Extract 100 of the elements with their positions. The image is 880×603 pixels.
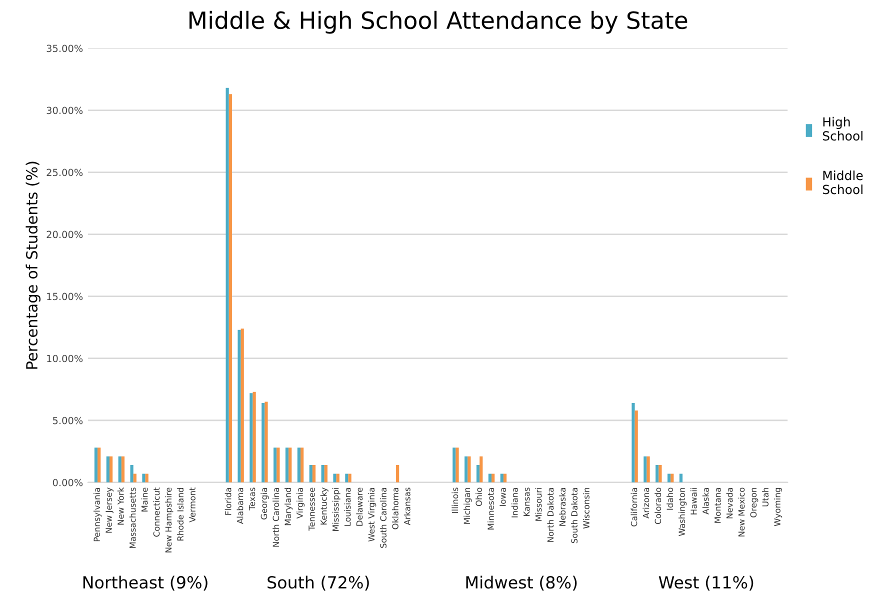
x-tick-label: Oregon [750, 488, 758, 518]
bar [276, 448, 280, 482]
y-tick-label: 35.00% [46, 44, 83, 52]
x-tick-label: Idaho [666, 488, 674, 510]
x-tick-label: Virginia [296, 488, 305, 519]
bar [464, 456, 468, 482]
x-tick-label: Wyoming [774, 488, 782, 526]
text: West (11%) [658, 576, 754, 591]
x-tick-label: Florida [224, 488, 232, 515]
bar [336, 474, 340, 482]
bar [324, 465, 328, 482]
x-tick-label: Washington [678, 488, 687, 536]
bar [658, 465, 662, 482]
bar [145, 474, 148, 482]
bar [503, 474, 507, 482]
y-tick-label: 20.00% [46, 230, 83, 238]
legend-label: Middle School [822, 170, 863, 194]
bar [634, 410, 638, 482]
y-tick-label: 5.00% [53, 416, 83, 424]
x-tick-label: Utah [762, 488, 769, 506]
text: South (72%) [268, 576, 369, 591]
x-tick-label: Illinois [452, 488, 458, 513]
bar [670, 474, 674, 482]
y-axis-title: Percentage of Students (%) [26, 162, 41, 369]
bar [118, 456, 122, 482]
x-tick-label: Arkansas [404, 488, 410, 526]
bar [468, 456, 471, 482]
x-tick-label: Rhode Island [177, 488, 184, 540]
bar [264, 402, 268, 482]
x-tick-label: New York [117, 487, 124, 525]
bar [130, 465, 134, 482]
x-tick-label: South Dakota [571, 488, 578, 544]
bar [109, 456, 113, 482]
x-tick-label: Kentucky [320, 488, 328, 524]
bar [228, 94, 232, 482]
bar [632, 403, 635, 482]
bar [252, 392, 256, 482]
bar [348, 474, 352, 482]
x-tick-label: Missouri [535, 488, 542, 521]
x-tick-label: Mississippi [332, 488, 340, 531]
bar [133, 474, 136, 482]
x-tick-label: New Hampshire [165, 488, 174, 552]
x-tick-label: Maine [141, 488, 148, 512]
bar [500, 474, 504, 482]
bar [274, 448, 277, 482]
x-tick-label: West Virginia [368, 488, 376, 542]
x-tick-label: North Carolina [272, 488, 280, 547]
x-tick-label: Connecticut [153, 487, 160, 537]
bar [142, 474, 146, 482]
x-tick-label: Pennsylvania [94, 488, 102, 542]
bar [262, 403, 265, 482]
text: Midwest (8%) [466, 576, 577, 591]
x-tick-label: Kansas [524, 488, 530, 516]
x-tick-label: Vermont [189, 487, 196, 522]
bar [300, 448, 304, 482]
bar [646, 456, 650, 482]
bar [456, 448, 459, 482]
x-tick-label: Louisiana [344, 488, 351, 526]
bar [297, 448, 301, 482]
x-tick-label: Tennessee [308, 488, 315, 531]
x-tick-label: Ohio [476, 488, 482, 506]
y-tick-label: 30.00% [46, 106, 83, 114]
bar [345, 474, 348, 482]
x-tick-label: Texas [248, 488, 256, 510]
bar [309, 465, 312, 482]
bar [452, 448, 456, 482]
bar [476, 465, 480, 482]
x-tick-label: California [630, 488, 638, 526]
bar [492, 474, 495, 482]
x-tick-label: Colorado [654, 488, 662, 524]
x-tick-label: Delaware [356, 488, 363, 526]
x-tick-label: North Dakota [547, 488, 554, 542]
x-tick-label: New Jersey [106, 488, 114, 533]
legend-label: High School [822, 116, 862, 141]
bar [285, 448, 289, 482]
x-tick-label: Indiana [511, 488, 518, 518]
chart-title: Middle & High School Attendance by State [190, 10, 688, 34]
x-tick-label: Michigan [464, 488, 472, 524]
x-tick-label: Minnesota [487, 488, 494, 530]
bar [321, 465, 324, 482]
bar [668, 474, 671, 482]
bar [240, 328, 244, 482]
bar [288, 448, 292, 482]
bar [250, 393, 253, 482]
y-tick-label: 10.00% [47, 354, 83, 362]
bar [396, 465, 400, 482]
x-tick-label: South Carolina [380, 488, 386, 548]
bar [238, 330, 241, 482]
x-tick-label: Iowa [500, 488, 506, 506]
x-tick-label: Alabama [236, 488, 244, 524]
x-tick-label: Alaska [702, 488, 709, 514]
x-tick-label: Georgia [260, 488, 269, 520]
x-tick-label: Nebraska [559, 488, 566, 526]
bar [488, 474, 492, 482]
bar [121, 456, 125, 482]
bar [333, 474, 336, 482]
x-tick-label: Oklahoma [392, 488, 398, 530]
x-tick-label: Montana [714, 488, 721, 523]
x-tick-label: Arizona [642, 488, 650, 518]
x-tick-label: Wisconsin [583, 488, 590, 529]
